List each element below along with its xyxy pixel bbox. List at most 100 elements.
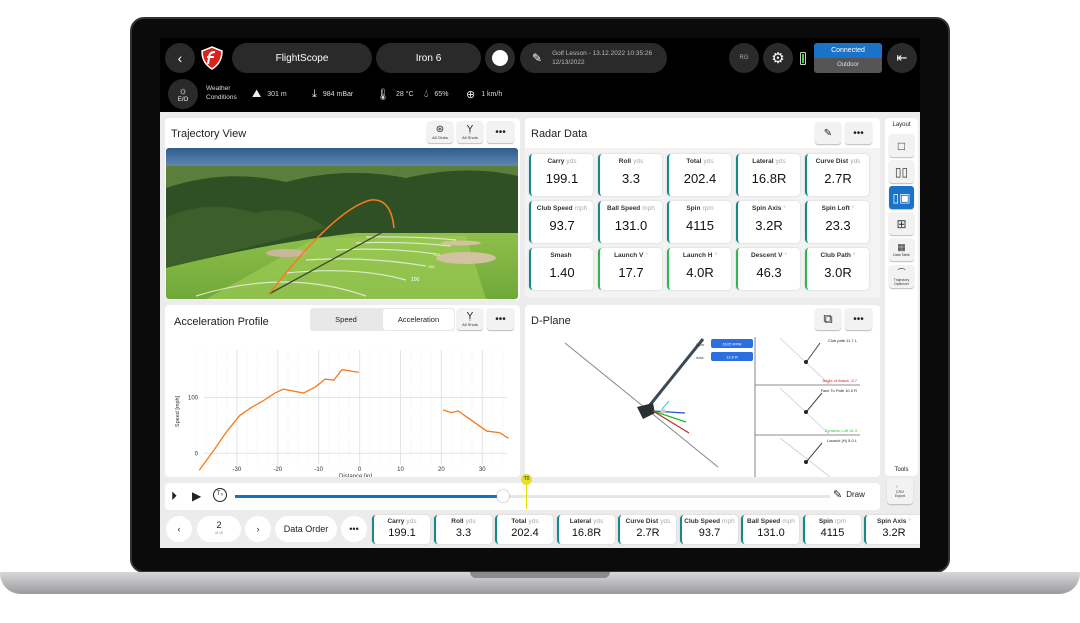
acceleration-panel: Acceleration Profile Speed Acceleration …: [165, 305, 520, 477]
timeline-scrubber[interactable]: [496, 490, 509, 502]
metric-value: 3.3: [455, 527, 472, 539]
session-title: Golf Lesson - 13.12.2022 10:35:26: [552, 50, 653, 57]
radar-more-button[interactable]: •••: [845, 122, 872, 144]
radar-card-total[interactable]: Total yds 202.4: [667, 154, 731, 196]
session-selector[interactable]: ✎ Golf Lesson - 13.12.2022 10:35:26 12/13…: [520, 43, 667, 73]
radar-card-launch-v[interactable]: Launch V ° 17.7: [598, 248, 662, 290]
radar-card-launch-h[interactable]: Launch H ° 4.0R: [667, 248, 731, 290]
exit-button[interactable]: ⇤: [887, 43, 917, 73]
x-tick-label: 30: [479, 467, 486, 473]
metric-value: 131.0: [614, 218, 648, 233]
bottom-card-total[interactable]: Total yds 202.4: [495, 515, 553, 544]
pressure-icon: ⤓: [312, 88, 317, 100]
acceleration-more-button[interactable]: •••: [487, 308, 514, 330]
x-tick-label: 20: [438, 467, 445, 473]
data-table-button[interactable]: ▦ Data Table: [889, 238, 914, 261]
trajectory-optimizer-button[interactable]: ⌒ Trajectory Optimizer: [889, 265, 914, 288]
expand-button[interactable]: ⧉: [815, 308, 841, 330]
y-tick-label: 100: [188, 396, 199, 402]
layout-three-panel-button[interactable]: ▯▣: [889, 186, 914, 209]
bottom-card-roll[interactable]: Roll yds 3.3: [433, 515, 492, 544]
radar-card-spin[interactable]: Spin rpm 4115: [667, 201, 731, 243]
brand-selector[interactable]: FlightScope: [232, 43, 372, 73]
layout-two-column-button[interactable]: ▯▯: [889, 160, 914, 183]
acceleration-all-shots-button[interactable]: Ỵ All Shots: [457, 308, 483, 330]
metric-label: Curve Dist yds: [815, 158, 861, 165]
trajectory-3d-view[interactable]: 100 150 200: [166, 148, 518, 299]
radar-card-spin-axis[interactable]: Spin Axis ° 3.2R: [736, 201, 800, 243]
metric-value: 131.0: [757, 527, 785, 539]
radar-card-curve-dist[interactable]: Curve Dist yds 2.7R: [805, 154, 869, 196]
bottom-card-club-speed[interactable]: Club Speed mph 93.7: [679, 515, 738, 544]
outdoor-label: Outdoor: [814, 58, 882, 73]
trajectory-more-button[interactable]: •••: [487, 121, 514, 143]
bottom-card-spin-axis[interactable]: Spin Axis ° 3.2R: [864, 515, 920, 544]
shot-number: 2: [216, 520, 222, 530]
pressure-readout: ⤓ 984 mBar: [312, 88, 353, 101]
weather-button[interactable]: ☼ E/O: [168, 79, 198, 109]
data-order-button[interactable]: Data Order: [275, 516, 337, 542]
edit-radar-button[interactable]: ✎: [815, 122, 841, 144]
ball-button[interactable]: [485, 43, 515, 73]
t0-marker[interactable]: T0: [521, 474, 532, 485]
connected-label: Connected: [814, 43, 882, 58]
radar-card-club-path[interactable]: Club Path ° 3.0R: [805, 248, 869, 290]
all-clubs-button[interactable]: ⊛ All Clubs: [427, 121, 453, 143]
radar-card-descent-v[interactable]: Descent V ° 46.3: [736, 248, 800, 290]
edit-icon: ✎: [532, 51, 543, 65]
metric-label: Lateral yds: [569, 518, 604, 525]
shot-counter: 2 of 15: [197, 516, 241, 542]
next-shot-button[interactable]: ›: [245, 516, 271, 542]
radar-card-ball-speed[interactable]: Ball Speed mph 131.0: [598, 201, 662, 243]
export-csv-button[interactable]: ↑ CSV Export: [887, 478, 913, 504]
temperature-readout: 🌡︎ 28 °C: [376, 88, 414, 101]
connection-status[interactable]: Connected Outdoor: [814, 43, 882, 73]
bottom-card-lateral[interactable]: Lateral yds 16.8R: [556, 515, 615, 544]
metric-value: 23.3: [825, 218, 851, 233]
edit-icon: ✎: [823, 127, 833, 139]
radar-card-roll[interactable]: Roll yds 3.3: [598, 154, 662, 196]
metric-value: 4115: [820, 527, 845, 539]
speed-acceleration-toggle: Speed Acceleration: [310, 308, 455, 331]
layout-single-button[interactable]: □: [889, 134, 914, 157]
bottom-card-spin[interactable]: Spin rpm 4115: [802, 515, 861, 544]
settings-gear-icon[interactable]: ⚙: [763, 43, 793, 73]
trajectory-title: Trajectory View: [171, 128, 247, 140]
all-shots-label: All Shots: [462, 322, 478, 327]
layout-label: Layout: [892, 122, 911, 128]
humidity-readout: 💧︎ 65%: [424, 88, 448, 101]
radar-card-lateral[interactable]: Lateral yds 16.8R: [736, 154, 800, 196]
layout-grid-button[interactable]: ⊞: [889, 212, 914, 235]
t0-jump-icon[interactable]: T₀: [213, 488, 227, 502]
radar-card-smash[interactable]: Smash 1.40: [529, 248, 593, 290]
play-icon[interactable]: ▶: [192, 489, 202, 503]
two-column-icon: ▯▯: [894, 164, 909, 179]
laptop-notch: [470, 572, 610, 578]
golf-ball-icon: [492, 50, 508, 66]
x-axis-label: Distance [in]: [339, 474, 372, 477]
previous-shot-button[interactable]: ‹: [166, 516, 192, 542]
t0-marker-line: [526, 479, 527, 509]
radar-card-spin-loft[interactable]: Spin Loft ° 23.3: [805, 201, 869, 243]
bottom-card-carry[interactable]: Carry yds 199.1: [372, 515, 430, 544]
back-button[interactable]: ‹: [165, 43, 195, 73]
csv-label: CSV: [895, 489, 905, 494]
bottom-card-curve-dist[interactable]: Curve Dist yds 2.7R: [618, 515, 676, 544]
tab-speed[interactable]: Speed: [335, 315, 357, 324]
speed-line-segment-2: [442, 409, 509, 439]
draw-button[interactable]: ✎ Draw: [833, 488, 865, 501]
layout-sidebar: Layout □ ▯▯ ▯▣ ⊞ ▦ Data Table ⌒ Trajectory…: [885, 118, 918, 476]
weather-label-2: Conditions: [206, 94, 237, 101]
tab-acceleration[interactable]: Acceleration: [383, 309, 454, 330]
all-shots-button[interactable]: Ỵ All Shots: [457, 121, 483, 143]
replay-icon[interactable]: ⏵: [171, 489, 178, 503]
dplane-more-button[interactable]: •••: [845, 308, 872, 330]
content-area: Trajectory View ⊛ All Clubs Ỵ All Shots ••…: [160, 112, 920, 548]
timeline-track[interactable]: [235, 495, 830, 498]
user-avatar[interactable]: RG: [729, 43, 759, 73]
club-selector[interactable]: Iron 6: [376, 43, 481, 73]
bottom-card-ball-speed[interactable]: Ball Speed mph 131.0: [741, 515, 799, 544]
radar-card-club-speed[interactable]: Club Speed mph 93.7: [529, 201, 593, 243]
bottom-more-button[interactable]: •••: [341, 516, 367, 542]
radar-card-carry[interactable]: Carry yds 199.1: [529, 154, 593, 196]
